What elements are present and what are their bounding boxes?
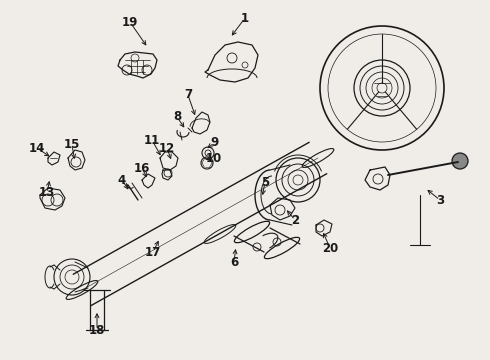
Text: 3: 3 — [436, 194, 444, 207]
Text: 4: 4 — [118, 174, 126, 186]
Text: 6: 6 — [230, 256, 238, 269]
Text: 7: 7 — [184, 89, 192, 102]
Text: 15: 15 — [64, 139, 80, 152]
Text: 1: 1 — [241, 12, 249, 24]
Text: 5: 5 — [261, 175, 269, 189]
Text: 2: 2 — [291, 213, 299, 226]
Text: 9: 9 — [210, 136, 218, 149]
Text: 17: 17 — [145, 246, 161, 258]
Text: 8: 8 — [173, 111, 181, 123]
Circle shape — [452, 153, 468, 169]
Text: 13: 13 — [39, 186, 55, 199]
Text: 19: 19 — [122, 15, 138, 28]
Text: 20: 20 — [322, 242, 338, 255]
Text: 14: 14 — [29, 141, 45, 154]
Text: 12: 12 — [159, 141, 175, 154]
Text: 16: 16 — [134, 162, 150, 175]
Text: 10: 10 — [206, 152, 222, 165]
Text: 18: 18 — [89, 324, 105, 337]
Text: 11: 11 — [144, 134, 160, 147]
